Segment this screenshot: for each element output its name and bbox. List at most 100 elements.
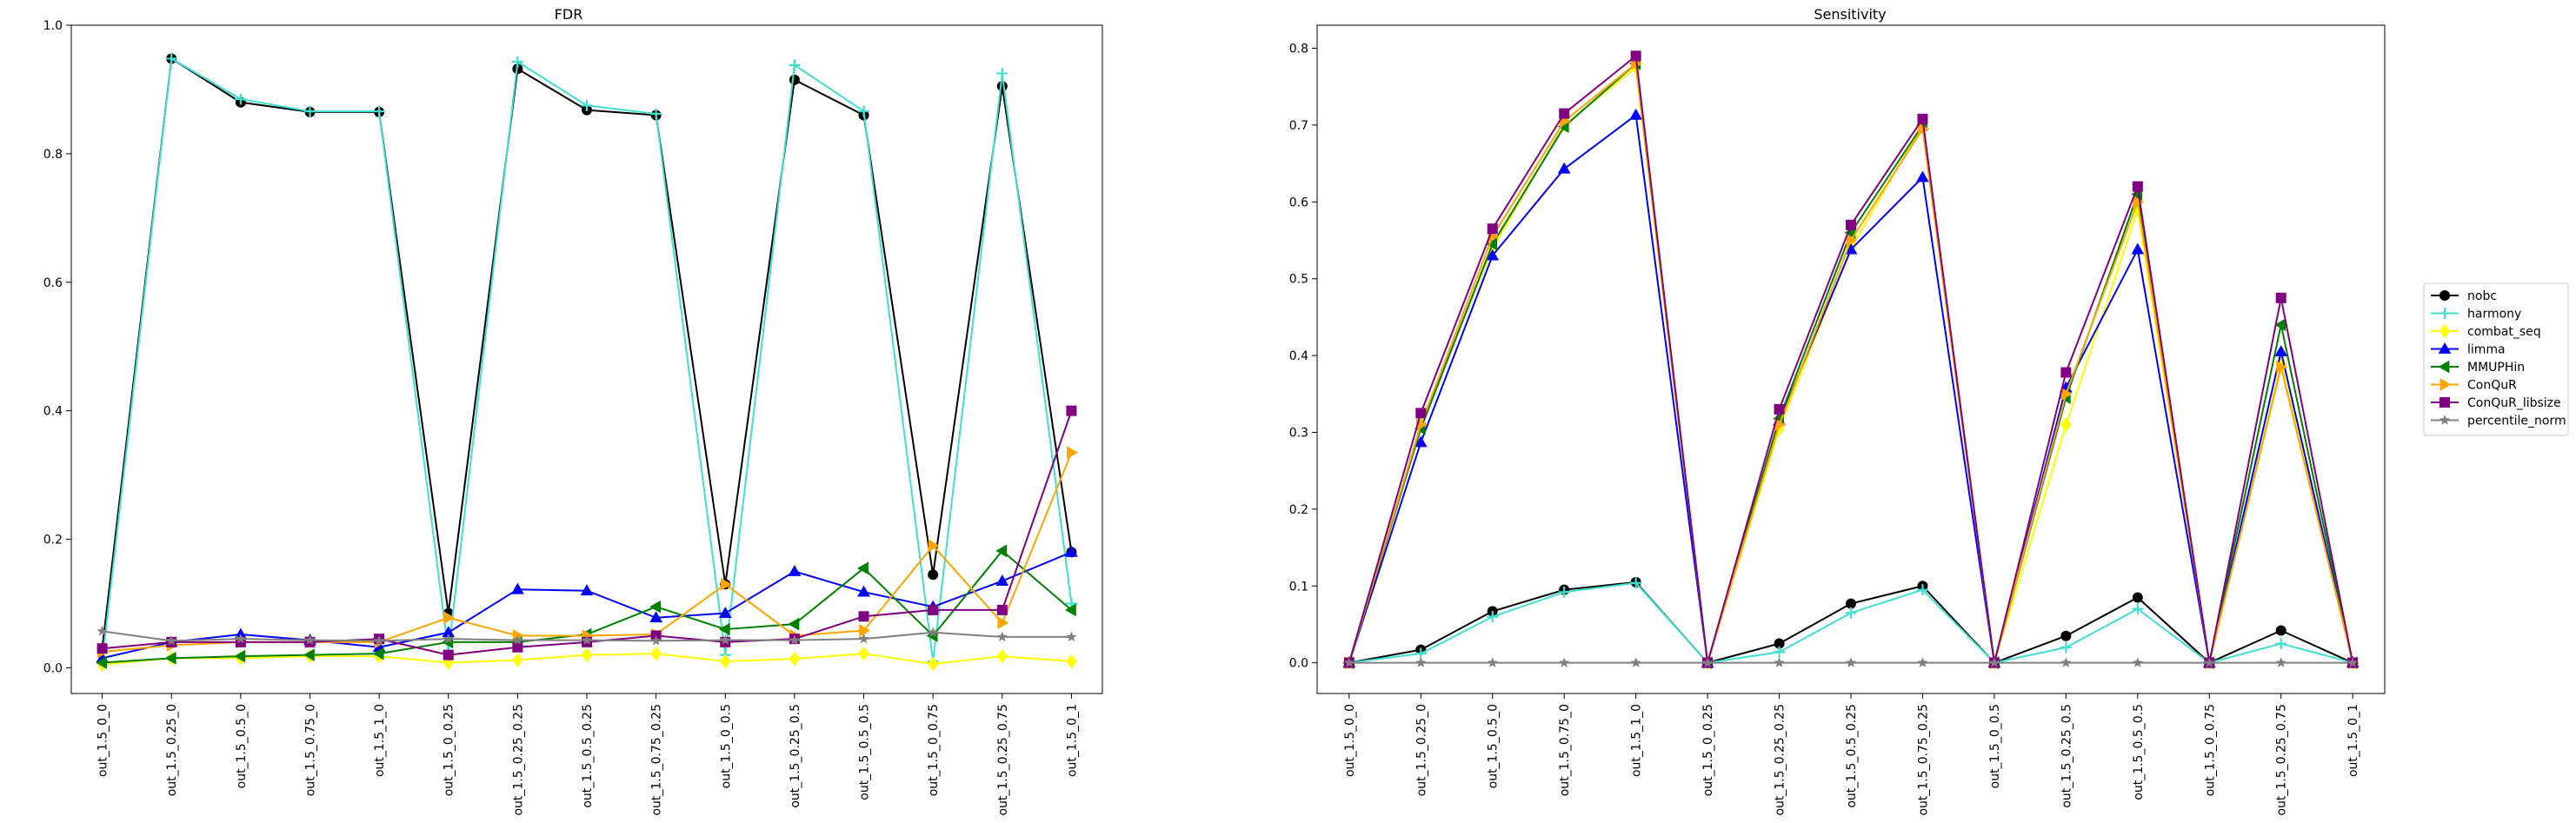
x-tick-label: out_1.5_0_0.25 xyxy=(1701,704,1715,796)
data-point-combat_seq xyxy=(650,646,662,661)
data-point-percentile_norm xyxy=(1343,657,1355,667)
data-point-limma xyxy=(580,584,594,596)
data-point-ConQuR xyxy=(1846,234,1858,247)
data-point-harmony xyxy=(1916,584,1928,596)
data-point-percentile_norm xyxy=(1702,657,1714,667)
data-point-limma xyxy=(857,585,870,597)
y-tick-label: 0.5 xyxy=(1289,273,1308,287)
data-point-ConQuR xyxy=(2133,195,2145,209)
data-point-percentile_norm xyxy=(304,634,316,645)
data-point-MMUPHin xyxy=(303,648,315,661)
legend-label: ConQuR xyxy=(2467,379,2517,393)
x-tick-label: out_1.5_0.25_0 xyxy=(1414,704,1428,796)
x-tick-label: out_1.5_0.5_0 xyxy=(1487,704,1501,788)
x-tick-label: out_1.5_0_0.75 xyxy=(2203,704,2217,796)
data-point-combat_seq xyxy=(2060,417,2072,432)
series-nobc xyxy=(97,53,1077,654)
data-point-ConQuR xyxy=(859,624,871,637)
data-point-percentile_norm xyxy=(858,633,869,644)
x-tick-label: out_1.5_0_0.25 xyxy=(443,704,456,796)
data-point-nobc xyxy=(1846,598,1856,609)
x-tick-label: out_1.5_0.5_0.25 xyxy=(1845,704,1859,808)
series-percentile_norm xyxy=(97,625,1077,646)
legend-marker-harmony xyxy=(2439,308,2451,319)
x-tick-label: out_1.5_0.5_0.5 xyxy=(858,704,872,800)
data-point-MMUPHin xyxy=(2274,318,2286,332)
data-point-ConQuR xyxy=(997,616,1009,630)
sensitivity-panel: Sensitivity 0.0 0.1 0.2 0.3 0.4 0.5 0.6 0.7 0.8 o… xyxy=(1289,6,2386,816)
data-point-limma xyxy=(1486,249,1500,261)
data-point-nobc xyxy=(996,81,1008,92)
data-point-MMUPHin xyxy=(96,656,107,669)
y-tick-label: 0.8 xyxy=(43,148,63,162)
data-point-harmony xyxy=(235,93,247,105)
data-point-ConQuR xyxy=(720,577,732,591)
data-point-limma xyxy=(649,611,662,623)
data-point-harmony xyxy=(511,56,523,68)
data-point-percentile_norm xyxy=(2060,657,2072,667)
data-point-limma xyxy=(995,574,1009,586)
data-point-harmony xyxy=(1774,646,1786,658)
series-line-MMUPHin xyxy=(1348,63,2354,664)
series-percentile_norm xyxy=(1343,657,2359,667)
x-tick-label: out_1.5_0.5_0.5 xyxy=(2132,704,2146,800)
data-point-harmony xyxy=(2132,603,2144,615)
legend-marker-limma xyxy=(2438,342,2452,354)
data-point-MMUPHin xyxy=(788,617,800,631)
x-tick-label: out_1.5_0.75_0.25 xyxy=(1916,704,1930,816)
data-point-ConQuR_libsize xyxy=(443,649,454,660)
data-point-harmony xyxy=(1630,577,1642,589)
x-tick-label: out_1.5_0_0 xyxy=(1343,704,1357,777)
data-point-percentile_norm xyxy=(1774,657,1785,667)
data-point-limma xyxy=(511,582,524,594)
fdr-title: FDR xyxy=(555,6,583,23)
data-point-percentile_norm xyxy=(1845,657,1857,667)
x-tick-label: out_1.5_0.25_0.75 xyxy=(996,704,1010,816)
legend-marker-MMUPHin xyxy=(2438,360,2450,374)
data-point-harmony xyxy=(1845,607,1857,619)
data-point-limma xyxy=(1557,162,1571,174)
data-point-MMUPHin xyxy=(649,600,662,614)
data-point-ConQuR_libsize xyxy=(2132,181,2143,192)
x-tick-label: out_1.5_0.25_0 xyxy=(165,704,179,796)
data-point-percentile_norm xyxy=(2275,657,2286,667)
data-point-MMUPHin xyxy=(1064,603,1076,617)
data-point-combat_seq xyxy=(1066,654,1077,669)
data-point-harmony xyxy=(581,99,593,111)
data-point-MMUPHin xyxy=(718,622,730,636)
series-line-ConQuR_libsize xyxy=(1348,55,2354,664)
data-point-limma xyxy=(718,607,732,618)
legend-label: combat_seq xyxy=(2467,325,2541,339)
legend-marker-ConQuR_libsize xyxy=(2440,397,2450,408)
series-line-ConQuR xyxy=(102,452,1073,653)
x-tick-label: out_1.5_0_1 xyxy=(2346,704,2360,777)
x-tick-label: out_1.5_0.25_0.5 xyxy=(789,704,802,808)
legend-marker-nobc xyxy=(2440,290,2450,301)
data-point-percentile_norm xyxy=(1487,657,1498,667)
data-point-ConQuR_libsize xyxy=(1559,108,1570,119)
data-point-harmony xyxy=(858,105,870,117)
series-ConQuR_libsize xyxy=(1343,50,2359,668)
data-point-percentile_norm xyxy=(1630,657,1641,667)
data-point-nobc xyxy=(928,569,939,581)
data-point-limma xyxy=(2131,242,2145,255)
y-tick-label: 0.7 xyxy=(1289,119,1308,133)
data-point-percentile_norm xyxy=(581,634,593,645)
legend-label: percentile_norm xyxy=(2467,415,2566,428)
data-point-percentile_norm xyxy=(235,633,246,644)
data-point-ConQuR_libsize xyxy=(1630,50,1641,62)
data-point-combat_seq xyxy=(858,646,869,661)
legend-label: ConQuR_libsize xyxy=(2467,396,2561,410)
series-line-ConQuR xyxy=(1348,63,2354,664)
fdr-panel: FDR 0.0 0.2 0.4 0.6 0.8 1.0 out_1.5_0_0 out_1.5… xyxy=(43,6,1103,816)
data-point-harmony xyxy=(2275,638,2287,650)
data-point-harmony xyxy=(650,108,662,120)
data-point-combat_seq xyxy=(581,647,593,662)
legend-entry: ConQuR_libsize xyxy=(2431,396,2561,410)
series-ConQuR xyxy=(1344,56,2360,670)
data-point-ConQuR_libsize xyxy=(512,641,523,653)
series-harmony xyxy=(1343,577,2359,669)
data-point-ConQuR_libsize xyxy=(1774,403,1785,415)
data-point-percentile_norm xyxy=(789,634,800,645)
